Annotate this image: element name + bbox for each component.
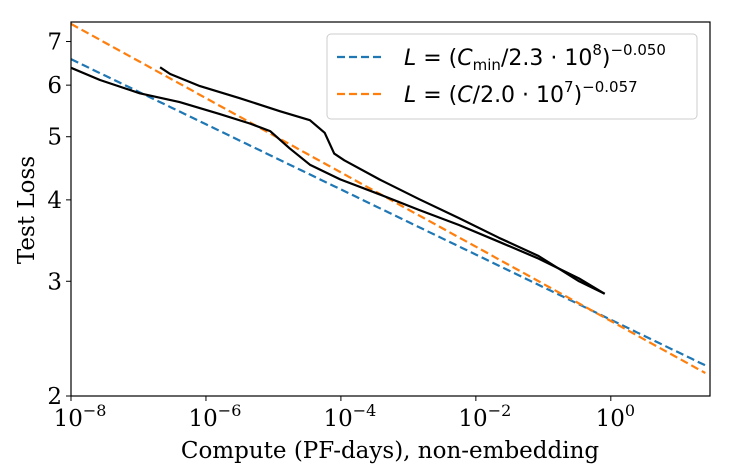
data-line-2 <box>159 66 606 295</box>
y-tick-label: 2 <box>47 384 62 410</box>
x-tick-label: 10−2 <box>458 401 511 432</box>
legend-label: L = (C/2.0 · 107)−0.057 <box>404 78 638 108</box>
y-axis-label: Test Loss <box>14 156 40 264</box>
x-tick-label: 10−4 <box>323 401 376 432</box>
axes-frame <box>70 21 711 397</box>
legend-box <box>326 33 698 120</box>
y-tick-label: 7 <box>47 30 62 56</box>
legend: L = (Cmin/2.3 · 108)−0.050 L = (C/2.0 · 1… <box>326 33 698 120</box>
y-tick-label: 3 <box>47 269 62 295</box>
x-tick-label: 10−8 <box>54 401 107 432</box>
y-axis: 2 3 4 5 6 7 <box>47 30 71 410</box>
data-line-3 <box>71 66 606 295</box>
fit-line-0 <box>71 58 706 367</box>
x-axis-label: Compute (PF-days), non-embedding <box>181 438 600 464</box>
series-lines <box>71 22 706 374</box>
legend-label: L = (Cmin/2.3 · 108)−0.050 <box>404 41 666 74</box>
y-tick-label: 5 <box>47 125 62 151</box>
x-tick-label: 100 <box>596 401 635 432</box>
x-tick-label: 10−6 <box>189 401 242 432</box>
x-axis: 10−8 10−6 10−4 10−2 100 <box>54 396 635 432</box>
y-tick-label: 6 <box>47 73 62 99</box>
y-tick-label: 4 <box>47 188 62 214</box>
